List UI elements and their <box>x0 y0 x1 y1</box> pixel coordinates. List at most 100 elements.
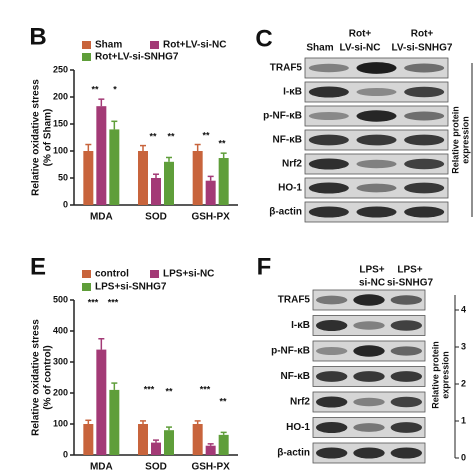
y-tick-label: 50 <box>58 172 68 182</box>
error-bar <box>166 426 172 431</box>
panel-label: B <box>29 23 46 50</box>
blot-band <box>390 295 423 305</box>
protein-label: Nrf2 <box>290 397 310 408</box>
significance: * <box>113 84 117 94</box>
error-bar <box>194 420 201 424</box>
blot-band <box>353 345 385 357</box>
blot-band <box>404 182 445 194</box>
blot-band <box>356 206 397 218</box>
blot-band <box>404 158 445 170</box>
bar <box>218 434 229 455</box>
significance: ** <box>91 84 99 94</box>
protein-label: NF-κB <box>281 371 310 382</box>
legend-swatch <box>150 270 159 278</box>
blot-band <box>390 396 423 408</box>
blot-band <box>356 87 397 97</box>
blot-band <box>315 396 348 408</box>
side-axis-label: expression <box>440 351 450 399</box>
error-bar <box>98 338 105 350</box>
error-bar <box>140 144 146 151</box>
blot-band <box>308 158 349 170</box>
error-bar <box>85 143 92 151</box>
y-tick-label: 250 <box>53 64 68 74</box>
panel-label: F <box>257 253 272 280</box>
bar <box>192 424 203 455</box>
y-tick-label: 150 <box>53 118 68 128</box>
blot-band <box>308 182 349 194</box>
y-tick-label: 400 <box>53 325 68 335</box>
bar <box>138 424 148 455</box>
side-axis-label: Relative protein <box>450 106 460 174</box>
lane-label: LPS+ <box>397 265 422 276</box>
side-tick-label: 0 <box>461 452 466 462</box>
y-axis-label: (% of Sham) <box>43 109 54 167</box>
side-tick-label: 1 <box>461 415 466 425</box>
protein-label: I-κB <box>291 320 310 331</box>
y-tick-label: 500 <box>53 294 68 304</box>
y-tick-label: 0 <box>63 449 68 459</box>
significance: *** <box>88 297 99 307</box>
bar <box>164 430 174 455</box>
lane-label: LPS+ <box>359 265 384 276</box>
legend-swatch <box>82 53 91 61</box>
error-bar <box>98 98 105 107</box>
legend-label: Rot+LV-si-SNHG7 <box>95 52 179 63</box>
error-bar <box>166 156 172 162</box>
y-tick-label: 100 <box>53 418 68 428</box>
blot-band <box>308 134 349 146</box>
blot-band <box>308 86 349 98</box>
significance: *** <box>108 297 119 307</box>
bar <box>151 178 161 205</box>
error-bar <box>220 152 227 159</box>
significance: ** <box>165 386 173 396</box>
y-tick-label: 200 <box>53 91 68 101</box>
blot-band <box>356 62 397 74</box>
blot-band <box>353 423 385 432</box>
blot-band <box>390 371 423 382</box>
significance: *** <box>144 384 155 394</box>
protein-label: I-κB <box>283 87 302 98</box>
bar <box>83 151 94 205</box>
blot-band <box>315 295 348 305</box>
lane-label: LV-si-SNHG7 <box>392 43 453 54</box>
legend-label: LPS+si-SNHG7 <box>95 282 167 293</box>
bar <box>96 106 107 205</box>
error-bar <box>153 439 159 443</box>
blot-band <box>404 86 445 98</box>
error-bar <box>153 173 159 178</box>
x-tick-label: MDA <box>90 462 113 473</box>
x-tick-label: SOD <box>145 212 167 223</box>
bar <box>96 349 107 455</box>
legend-label: Sham <box>95 40 122 51</box>
y-axis-label: Relative oxidative stress <box>31 79 42 196</box>
protein-label: β-actin <box>269 207 302 218</box>
panel-label: E <box>30 253 46 280</box>
protein-label: HO-1 <box>286 422 310 433</box>
y-tick-label: 100 <box>53 145 68 155</box>
bar <box>205 445 216 455</box>
bar <box>138 151 148 205</box>
side-axis-label: Relative protein <box>430 341 440 409</box>
blot-band <box>308 63 349 73</box>
lane-label: si-SNHG7 <box>387 278 434 289</box>
blot-band <box>308 111 349 121</box>
blot-band <box>390 422 423 433</box>
legend-label: control <box>95 269 129 280</box>
blot-band <box>353 397 385 407</box>
blot-band <box>353 294 385 306</box>
blot-band <box>353 371 385 382</box>
blot-band <box>315 319 348 332</box>
legend-swatch <box>82 41 91 49</box>
blot-band <box>390 346 423 356</box>
legend-swatch <box>82 270 91 278</box>
error-bar <box>140 420 146 424</box>
blot-band <box>315 447 348 459</box>
bar <box>164 161 174 205</box>
blot-band <box>404 134 445 146</box>
blot-band <box>353 321 385 330</box>
significance: *** <box>200 384 211 394</box>
error-bar <box>207 443 214 446</box>
y-tick-label: 300 <box>53 356 68 366</box>
y-tick-label: 0 <box>63 199 68 209</box>
